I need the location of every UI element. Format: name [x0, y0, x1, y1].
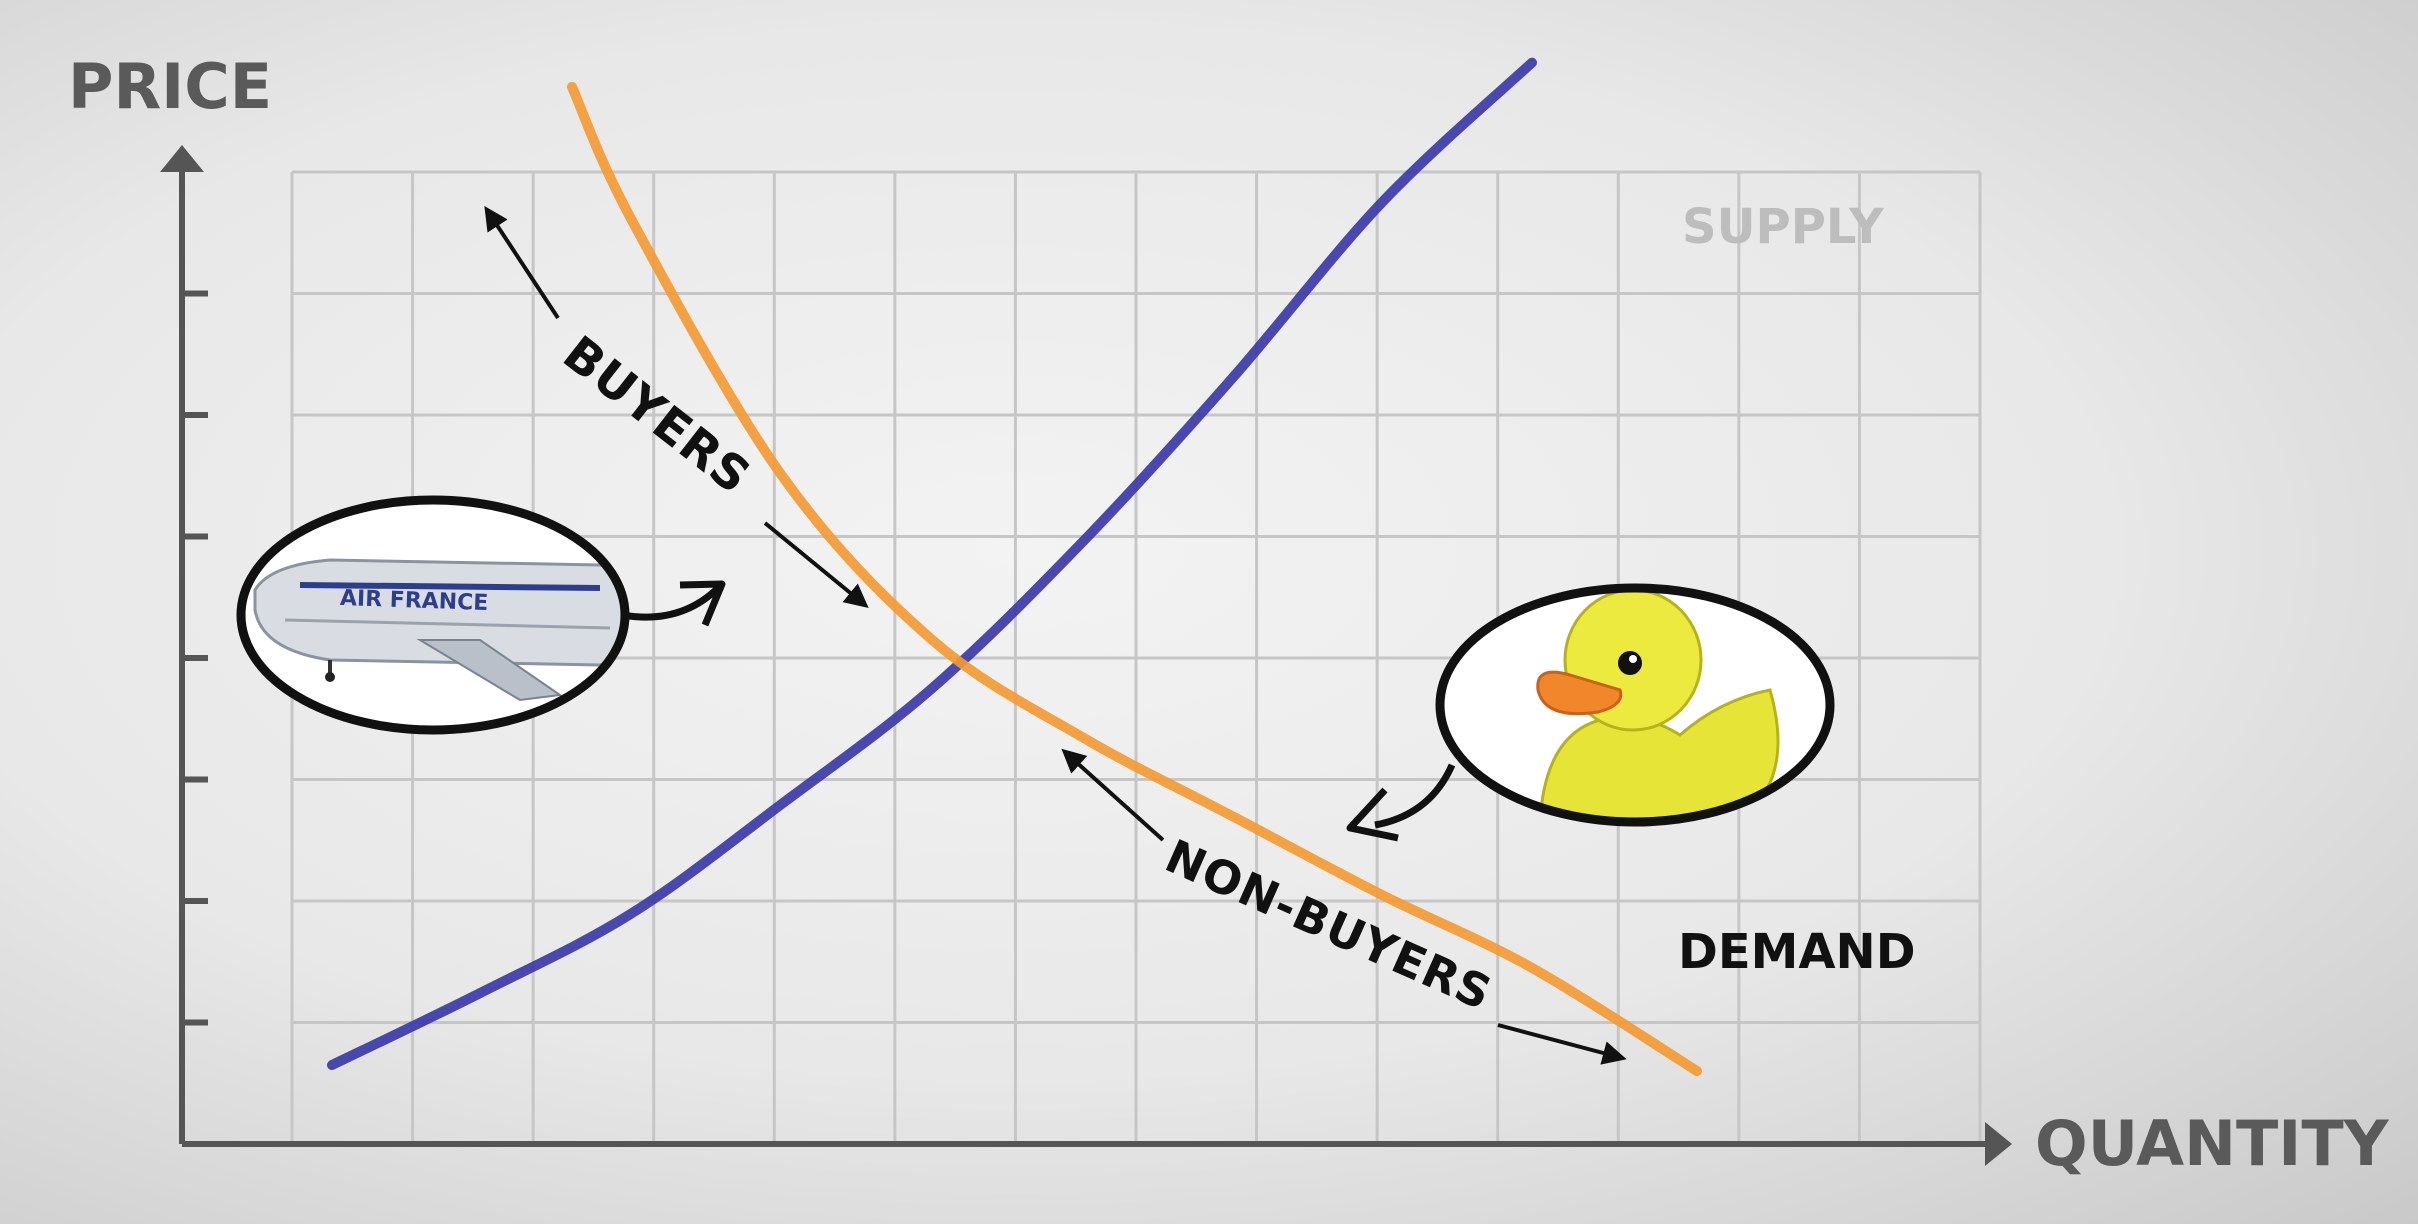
- buyers-arrow-up: [484, 205, 560, 320]
- non-buyers-arrow-down: [1497, 1023, 1627, 1065]
- duck-bubble: [1346, 583, 1835, 842]
- supply-label: SUPPLY: [1682, 199, 1885, 255]
- series-labels: SUPPLY DEMAND: [1678, 199, 1916, 980]
- non-buyers-arrow-up: [1061, 748, 1165, 842]
- airplane-livery-text: AIR FRANCE: [340, 586, 489, 616]
- x-axis-arrowhead: [1985, 1122, 2012, 1166]
- rubber-duck-icon: [1536, 588, 1780, 822]
- series-lines: [327, 57, 1702, 1077]
- airplane-icon: AIR FRANCE: [253, 558, 625, 702]
- demand-label: DEMAND: [1678, 924, 1916, 980]
- y-axis-arrowhead: [160, 145, 204, 172]
- x-axis-title: QUANTITY: [2035, 1107, 2390, 1180]
- buyers-arrow-down: [763, 521, 869, 609]
- airplane-bubble: AIR FRANCE: [236, 495, 726, 735]
- supply-curve: [327, 57, 1537, 1071]
- y-axis-title: PRICE: [68, 50, 272, 123]
- axes: [160, 145, 2012, 1166]
- demand-curve: [567, 81, 1702, 1077]
